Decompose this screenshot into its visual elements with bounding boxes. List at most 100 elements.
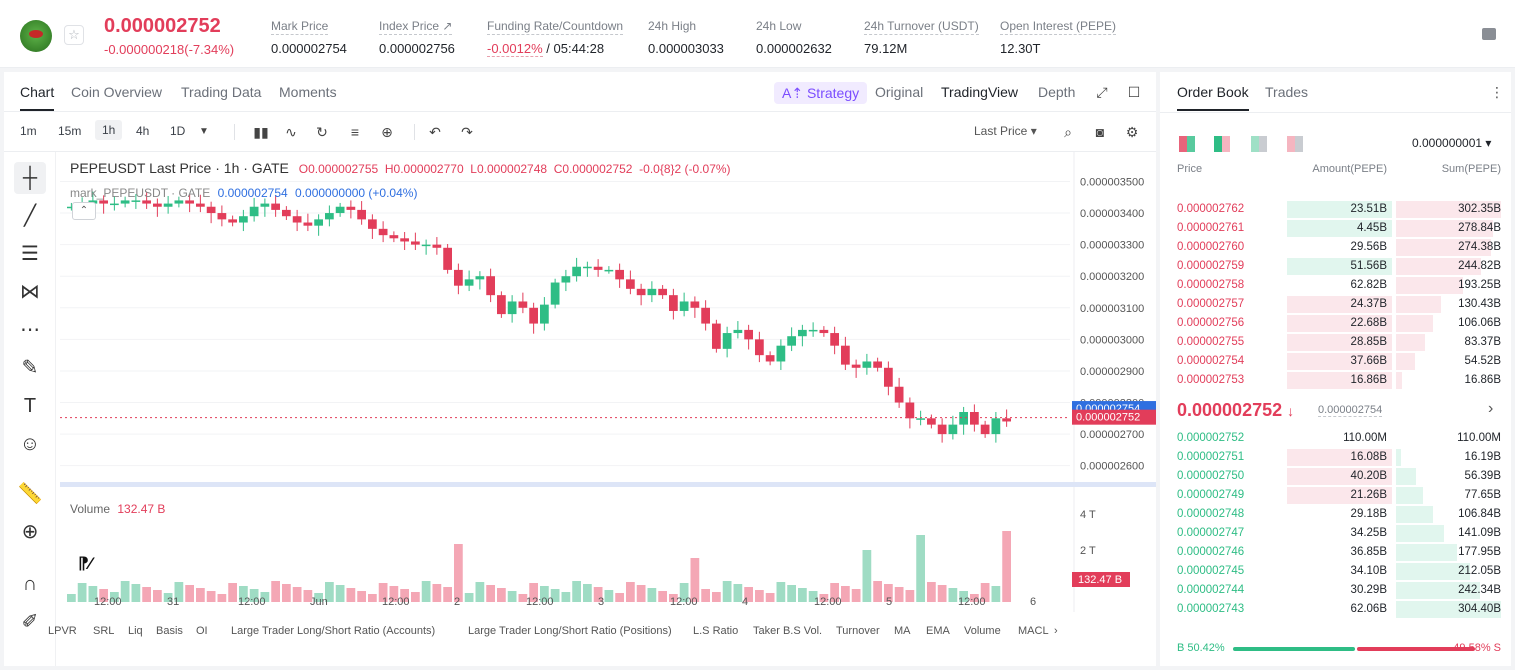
bid-row[interactable]: 0.000002752 110.00M 110.00M bbox=[1160, 429, 1511, 448]
indicator-taker-vol[interactable]: Taker B.S Vol. bbox=[753, 625, 823, 637]
bid-row[interactable]: 0.000002751 16.08B 16.19B bbox=[1160, 448, 1511, 467]
add-indicator-icon[interactable]: ⊕ bbox=[381, 124, 393, 140]
collapse-legend-button[interactable]: ⌃ bbox=[72, 202, 96, 220]
timeframe-dropdown-icon[interactable]: ▼ bbox=[199, 126, 209, 137]
redo-icon[interactable]: ↷ bbox=[461, 124, 473, 140]
indicator-lt-accounts[interactable]: Large Trader Long/Short Ratio (Accounts) bbox=[231, 625, 436, 637]
price-type-select[interactable]: Last Price ▾ bbox=[974, 124, 1037, 138]
precision-select[interactable]: 0.000000001 ▾ bbox=[1412, 136, 1492, 150]
volume-bar bbox=[690, 558, 700, 602]
indicator-turnover[interactable]: Turnover bbox=[836, 625, 880, 637]
gear-icon[interactable]: ⚙ bbox=[1125, 124, 1139, 140]
timeframe-1h[interactable]: 1h bbox=[95, 120, 123, 140]
timeframe-4h[interactable]: 4h bbox=[136, 124, 150, 138]
bid-row[interactable]: 0.000002747 34.25B 141.09B bbox=[1160, 524, 1511, 543]
volume-bar bbox=[1002, 531, 1011, 602]
timeframe-15m[interactable]: 15m bbox=[58, 124, 82, 138]
volume-tag-label: 132.47 B bbox=[1078, 574, 1122, 586]
camera-icon[interactable]: ◙ bbox=[1095, 124, 1105, 140]
indicator-oi[interactable]: OI bbox=[196, 625, 208, 637]
ask-row[interactable]: 0.000002758 62.82B 193.25B bbox=[1160, 276, 1511, 295]
indicator-srl[interactable]: SRL bbox=[93, 625, 115, 637]
magnet-icon[interactable]: ∩ bbox=[22, 573, 38, 595]
indicator-volume[interactable]: Volume bbox=[964, 625, 1001, 637]
tab-chart[interactable]: Chart bbox=[20, 84, 55, 111]
y-tick-label: 0.000003300 bbox=[1080, 240, 1144, 252]
zoom-in-icon[interactable]: ⊕ bbox=[21, 521, 39, 543]
row-sum: 16.86B bbox=[1464, 374, 1501, 386]
layout-alt-icon[interactable] bbox=[1287, 136, 1303, 152]
fib-icon[interactable]: ⋯ bbox=[20, 319, 40, 341]
candle-body bbox=[314, 219, 323, 226]
tab-trading-data[interactable]: Trading Data bbox=[181, 84, 262, 100]
amount-depth-bar bbox=[1287, 353, 1392, 370]
fullscreen-icon[interactable]: ⤢ bbox=[1096, 84, 1108, 100]
search-icon[interactable]: ⌕ bbox=[1064, 124, 1072, 140]
emoji-icon[interactable]: ☺ bbox=[19, 433, 41, 455]
row-sum: 212.05B bbox=[1458, 565, 1501, 577]
tab-moments[interactable]: Moments bbox=[279, 84, 337, 100]
horizontal-lines-icon[interactable]: ☰ bbox=[21, 243, 39, 265]
indicators-icon[interactable]: ∿ bbox=[285, 124, 297, 140]
volume-bar bbox=[271, 581, 280, 602]
indicator-lpvr[interactable]: LPVR bbox=[48, 625, 77, 637]
ask-row[interactable]: 0.000002754 37.66B 54.52B bbox=[1160, 352, 1511, 371]
brush-icon[interactable]: ✎ bbox=[21, 357, 39, 379]
ask-row[interactable]: 0.000002761 4.45B 278.84B bbox=[1160, 219, 1511, 238]
indicator-macd[interactable]: MACL bbox=[1018, 625, 1049, 637]
tab-original[interactable]: Original bbox=[875, 84, 924, 100]
crosshair-icon[interactable]: ┼ bbox=[14, 162, 46, 194]
indicator-lt-positions[interactable]: Large Trader Long/Short Ratio (Positions… bbox=[468, 625, 672, 637]
bid-row[interactable]: 0.000002745 34.10B 212.05B bbox=[1160, 562, 1511, 581]
ask-row[interactable]: 0.000002755 28.85B 83.37B bbox=[1160, 333, 1511, 352]
timeframe-1d[interactable]: 1D bbox=[170, 124, 186, 138]
bid-row[interactable]: 0.000002748 29.18B 106.84B bbox=[1160, 505, 1511, 524]
pattern-icon[interactable]: ⋈ bbox=[20, 281, 40, 303]
more-icon[interactable]: ⋮ bbox=[1490, 84, 1504, 100]
buy-ratio-bar bbox=[1233, 647, 1355, 651]
refresh-icon[interactable]: ↻ bbox=[316, 124, 328, 140]
ask-row[interactable]: 0.000002760 29.56B 274.38B bbox=[1160, 238, 1511, 257]
ask-row[interactable]: 0.000002759 51.56B 244.82B bbox=[1160, 257, 1511, 276]
indicator-liq[interactable]: Liq bbox=[128, 625, 143, 637]
strategy-button[interactable]: A⇡ Strategy bbox=[774, 82, 868, 104]
candle-type-icon[interactable]: ▮▮ bbox=[253, 124, 269, 140]
settings-list-icon[interactable]: ≡ bbox=[350, 124, 360, 140]
tab-tradingview[interactable]: TradingView bbox=[941, 84, 1019, 100]
volume-bar bbox=[67, 594, 76, 602]
bid-row[interactable]: 0.000002750 40.20B 56.39B bbox=[1160, 467, 1511, 486]
indicator-ma[interactable]: MA bbox=[894, 625, 911, 637]
ask-row[interactable]: 0.000002753 16.86B 16.86B bbox=[1160, 371, 1511, 390]
tab-depth[interactable]: Depth bbox=[1038, 84, 1076, 100]
text-icon[interactable]: T bbox=[23, 395, 37, 417]
tab-order-book[interactable]: Order Book bbox=[1177, 84, 1249, 111]
favorite-star-icon[interactable]: ☆ bbox=[64, 25, 84, 45]
tab-trades[interactable]: Trades bbox=[1265, 84, 1309, 100]
book-icon[interactable] bbox=[1482, 28, 1496, 40]
indicator-basis[interactable]: Basis bbox=[156, 625, 183, 637]
bid-row[interactable]: 0.000002746 36.85B 177.95B bbox=[1160, 543, 1511, 562]
layout-bids-icon[interactable] bbox=[1214, 136, 1230, 152]
tab-coin-overview[interactable]: Coin Overview bbox=[71, 84, 163, 100]
scroll-right-icon[interactable]: › bbox=[1054, 625, 1058, 637]
window-icon[interactable]: ☐ bbox=[1127, 84, 1141, 100]
timeframe-1m[interactable]: 1m bbox=[20, 124, 37, 138]
ruler-icon[interactable]: 📏 bbox=[17, 483, 43, 505]
indicator-ls-ratio[interactable]: L.S Ratio bbox=[693, 625, 739, 637]
trend-line-icon[interactable]: ╱ bbox=[23, 205, 37, 227]
pencil-icon[interactable]: ✐ bbox=[21, 611, 39, 633]
candlestick-chart[interactable]: 0.000003500 0.000003400 0.000003300 0.00000… bbox=[60, 152, 1156, 612]
bid-row[interactable]: 0.000002744 30.29B 242.34B bbox=[1160, 581, 1511, 600]
ask-row[interactable]: 0.000002756 22.68B 106.06B bbox=[1160, 314, 1511, 333]
price-chart-area[interactable]: 0.000003500 0.000003400 0.000003300 0.00000… bbox=[60, 152, 1156, 642]
chevron-right-icon[interactable]: › bbox=[1488, 400, 1494, 417]
indicator-ema[interactable]: EMA bbox=[926, 625, 950, 637]
volume-bar bbox=[475, 582, 485, 602]
bid-row[interactable]: 0.000002749 21.26B 77.65B bbox=[1160, 486, 1511, 505]
layout-both-icon[interactable] bbox=[1179, 136, 1195, 152]
ask-row[interactable]: 0.000002757 24.37B 130.43B bbox=[1160, 295, 1511, 314]
layout-asks-icon[interactable] bbox=[1251, 136, 1267, 152]
undo-icon[interactable]: ↶ bbox=[429, 124, 441, 140]
ask-row[interactable]: 0.000002762 23.51B 302.35B bbox=[1160, 200, 1511, 219]
bid-row[interactable]: 0.000002743 62.06B 304.40B bbox=[1160, 600, 1511, 619]
